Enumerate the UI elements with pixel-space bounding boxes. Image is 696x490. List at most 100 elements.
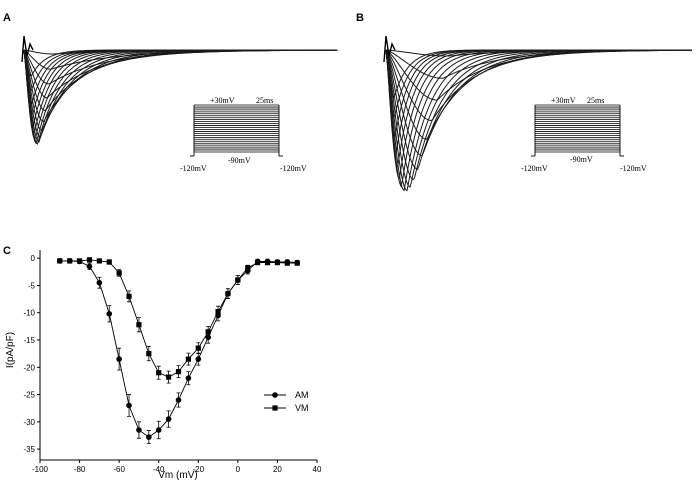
series-vm-point	[57, 258, 63, 264]
iv-chart-legend: AM VM	[264, 390, 309, 413]
series-vm-line	[59, 259, 298, 378]
panel-a-label: A	[3, 12, 11, 24]
panel-b-trace	[385, 49, 692, 168]
series-vm-point	[146, 351, 152, 357]
legend-marker-square	[272, 405, 278, 411]
panel-b-trace	[385, 49, 692, 180]
panel-a-protocol-duration: 25ms	[256, 96, 273, 105]
panel-b-protocol-duration: 25ms	[587, 96, 604, 105]
x-tick-label: 0	[236, 465, 241, 474]
panel-b-trace	[385, 49, 692, 171]
series-vm-point	[96, 258, 102, 264]
series-am-point	[175, 397, 182, 403]
panel-a-trace	[23, 49, 338, 112]
series-vm-point	[175, 369, 182, 375]
series-am-point	[195, 356, 202, 362]
y-tick-label: -25	[23, 391, 35, 400]
panel-a-trace	[23, 49, 338, 134]
y-tick-label: -5	[28, 281, 36, 290]
y-tick-label: -20	[23, 363, 35, 372]
x-tick-label: -20	[193, 465, 205, 474]
series-vm-point	[215, 309, 221, 315]
x-tick-label: -100	[32, 465, 49, 474]
x-tick-label: -40	[153, 465, 165, 474]
series-vm-point	[126, 293, 132, 299]
x-tick-label: -80	[74, 465, 86, 474]
panel-a-protocol-hold-voltage: -90mV	[228, 156, 251, 165]
y-tick-label: -35	[23, 445, 35, 454]
panel-a-trace	[23, 49, 338, 132]
panel-b-label: B	[356, 12, 364, 24]
series-vm-point	[195, 345, 201, 351]
series-vm-point	[255, 259, 261, 266]
panel-a-protocol-step-voltage: +30mV	[210, 96, 235, 105]
panel-b-capacitive-transient	[383, 35, 396, 63]
panel-a-voltage-protocol: +30mV 25ms -90mV -120mV -120mV	[180, 96, 307, 173]
series-am-point	[155, 427, 162, 433]
iv-chart-series	[56, 257, 301, 445]
y-tick-label: -30	[23, 418, 35, 427]
series-vm-point	[294, 260, 300, 266]
y-tick-label: -15	[23, 336, 35, 345]
legend-item-vm: VM	[264, 403, 309, 413]
panel-a-protocol-prepulse-voltage: -120mV	[180, 164, 207, 173]
series-vm	[57, 257, 300, 384]
panel-a-trace	[23, 49, 338, 77]
series-vm-point	[245, 265, 251, 271]
series-vm-point	[67, 258, 73, 264]
panel-a-trace	[23, 49, 338, 138]
series-vm-point	[116, 270, 122, 276]
series-vm-point	[156, 370, 162, 376]
panel-b-voltage-protocol: +30mV 25ms -90mV -120mV -120mV	[521, 96, 647, 173]
panel-a-trace	[23, 49, 338, 128]
series-vm-point	[86, 257, 93, 263]
series-vm-point	[166, 374, 172, 380]
panel-b-protocol-hold-voltage: -90mV	[570, 155, 593, 164]
series-vm-point	[235, 277, 241, 283]
series-vm-point	[136, 322, 142, 328]
legend-label-vm: VM	[295, 403, 309, 413]
series-am-point	[146, 434, 152, 440]
series-am-point	[126, 402, 132, 409]
series-vm-point	[225, 291, 231, 297]
series-vm-point	[284, 260, 290, 266]
panel-a-capacitive-transient	[21, 35, 34, 63]
panel-b-protocol-step-voltage: +30mV	[551, 96, 576, 105]
series-am-point	[86, 263, 93, 270]
legend-label-am: AM	[295, 390, 309, 400]
y-tick-label: 0	[31, 254, 36, 263]
iv-chart-axes: -100 -80 -60 -40 -20 0 20 40 0 -5 -10 -15 -20 -25 -30 -…	[23, 250, 322, 474]
series-vm-point	[274, 259, 281, 266]
series-am-line	[59, 260, 298, 438]
series-vm-point	[185, 356, 191, 362]
series-am-point	[116, 356, 122, 362]
iv-chart: -100 -80 -60 -40 -20 0 20 40 0 -5 -10 -15 -20 -25 -30 -…	[23, 250, 322, 474]
y-tick-label: -10	[23, 309, 35, 318]
series-am-point	[96, 279, 103, 286]
x-tick-label: -60	[113, 465, 125, 474]
legend-item-am: AM	[264, 390, 309, 400]
y-axis-title: I(pA/pF)	[5, 332, 16, 368]
panel-b-trace	[385, 49, 692, 140]
series-vm-point	[76, 258, 83, 264]
series-am-point	[185, 375, 192, 381]
series-vm-point	[264, 259, 271, 266]
panel-b-trace	[385, 49, 692, 139]
panel-a-current-traces	[21, 35, 338, 145]
panel-c-label: C	[3, 245, 11, 257]
legend-marker-circle	[272, 392, 278, 398]
panel-a-protocol-return-voltage: -120mV	[280, 164, 307, 173]
panel-b-trace	[385, 49, 692, 99]
x-tick-label: 20	[273, 465, 282, 474]
panel-b-protocol-return-voltage: -120mV	[620, 164, 647, 173]
series-am-point	[106, 311, 113, 317]
series-am	[56, 258, 301, 445]
panel-a-trace	[23, 49, 338, 106]
x-axis-title: Vm (mV)	[158, 470, 197, 481]
series-vm-point	[106, 259, 112, 265]
x-tick-label: 40	[313, 465, 322, 474]
series-am-point	[165, 416, 172, 422]
series-am-point	[136, 427, 142, 433]
series-vm-point	[205, 329, 211, 335]
